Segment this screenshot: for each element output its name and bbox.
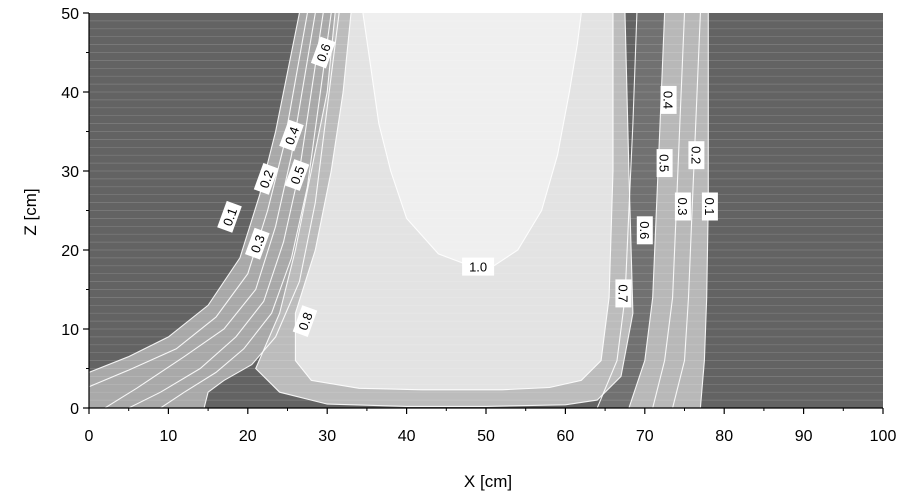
y-tick-label: 30 (61, 164, 79, 181)
x-tick-label: 60 (557, 428, 575, 445)
contour-label: 0.6 (310, 36, 336, 69)
contour-label: 1.0 (462, 257, 495, 276)
contour-line-0-5 (160, 13, 332, 408)
contour-label-rot: 0.8 (292, 305, 318, 337)
contour-label-box (615, 279, 632, 308)
contour-label: 0.5 (656, 149, 673, 178)
contour-label: 0.7 (615, 279, 632, 308)
contour-label-text: 0.1 (702, 197, 717, 215)
contour-lines (89, 13, 709, 408)
contour-label-text: 0.3 (248, 233, 268, 255)
contour-label-rot: 0.7 (615, 279, 632, 308)
contour-label-text: 0.2 (688, 146, 703, 164)
contour-label-rot: 0.5 (284, 159, 310, 191)
contour-label-text: 0.6 (314, 42, 334, 64)
contour-label-rot: 0.4 (279, 119, 304, 152)
contour-label: 0.3 (674, 192, 691, 221)
contour-line-0-7 (596, 13, 638, 408)
contour-label-box (244, 227, 270, 260)
contour-label-box (660, 85, 677, 114)
contour-label: 0.3 (244, 227, 270, 260)
axes: 0 10 20 30 40 50 60 70 80 90 100 0 10 20 30 40 50 (61, 6, 896, 445)
contour-bands (89, 13, 709, 408)
contour-line-0-9 (294, 13, 614, 391)
y-tick-label: 20 (61, 243, 79, 260)
x-tick-label: 80 (715, 428, 733, 445)
contour-labels: 0.6 0.4 0.5 0.2 0.1 0.3 0.8 1.0 0.4 0.5 0.2 0.6 0.3 0… (217, 36, 718, 337)
contour-label-box (217, 200, 242, 233)
x-tick-label: 70 (636, 428, 654, 445)
contour-label: 0.1 (701, 192, 718, 221)
contour-label-box (701, 192, 718, 221)
contour-line-0-2 (672, 13, 701, 408)
contour-label-box (284, 159, 310, 191)
contour-label-box (656, 149, 673, 178)
y-tick-label: 50 (61, 6, 79, 23)
y-tick-label: 40 (61, 85, 79, 102)
contour-label-text: 0.6 (637, 221, 652, 239)
band-left-shoulder (89, 13, 340, 408)
contour-label-text: 0.7 (615, 284, 630, 302)
y-tick-label: 10 (61, 322, 79, 339)
contour-label: 0.8 (292, 305, 318, 337)
contour-label-text: 0.5 (657, 154, 672, 172)
contour-label-rot: 0.2 (688, 141, 705, 170)
contour-label-rot: 0.2 (253, 163, 279, 195)
contour-label-text: 1.0 (469, 260, 487, 275)
contour-label: 0.4 (660, 85, 677, 114)
contour-label-rot: 0.6 (636, 216, 653, 245)
x-tick-label: 10 (160, 428, 178, 445)
x-tick-label: 100 (870, 428, 897, 445)
contour-label-text: 0.4 (282, 125, 302, 147)
band-right-dark (597, 13, 665, 408)
x-tick-label: 0 (85, 428, 94, 445)
contour-label: 0.6 (636, 216, 653, 245)
contour-label: 0.2 (253, 163, 279, 195)
contour-line-0-2 (89, 13, 308, 388)
contour-line-0-3 (104, 13, 316, 408)
contour-label-text: 0.8 (295, 310, 315, 332)
contour-label-box (674, 192, 691, 221)
contour-label-text: 0.3 (675, 197, 690, 215)
contour-label-box (310, 36, 336, 69)
contour-label-text: 0.4 (661, 91, 676, 109)
x-tick-label: 50 (477, 428, 495, 445)
contour-label-rot: 0.4 (660, 85, 677, 114)
contour-label-text: 0.5 (287, 164, 307, 186)
contour-label-box (636, 216, 653, 245)
contour-label-rot: 0.5 (656, 149, 673, 178)
contour-label-rot: 0.1 (701, 192, 718, 221)
contour-label-rot: 0.3 (674, 192, 691, 221)
contour-label-box (253, 163, 279, 195)
band-1-0-region (362, 13, 582, 266)
contour-line-0-8 (255, 13, 634, 407)
contour-label: 0.4 (279, 119, 304, 152)
x-tick-label: 90 (795, 428, 813, 445)
contour-line-0-3 (652, 13, 686, 408)
contour-label-rot: 0.3 (244, 227, 270, 260)
contour-label-text: 0.2 (256, 168, 276, 190)
y-tick-label: 0 (70, 401, 79, 418)
contour-line-0-1 (89, 13, 300, 373)
contour-label: 0.2 (688, 141, 705, 170)
contour-line-0-1 (699, 13, 709, 408)
contour-label: 0.5 (284, 159, 310, 191)
contour-label-rot: 0.6 (310, 36, 336, 69)
x-tick-label: 20 (239, 428, 257, 445)
contour-line-0-6 (203, 13, 340, 408)
contour-label-rot: 0.1 (217, 200, 242, 233)
contour-label-box (462, 257, 495, 276)
contour-label-box (279, 119, 304, 152)
grid (89, 20, 883, 401)
contour-label-box (688, 141, 705, 170)
contour-label-box (292, 305, 318, 337)
x-tick-label: 40 (398, 428, 416, 445)
x-tick-label: 30 (318, 428, 336, 445)
contour-label-text: 0.1 (220, 206, 240, 228)
y-axis-title: Z [cm] (21, 188, 40, 235)
contour-label: 0.1 (217, 200, 242, 233)
x-axis-title: X [cm] (464, 472, 512, 491)
